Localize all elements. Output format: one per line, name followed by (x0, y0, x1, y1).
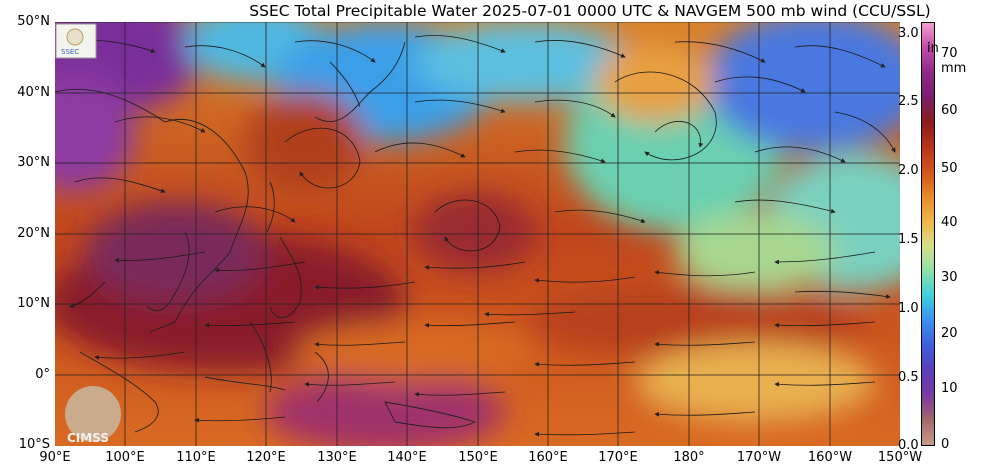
colorbar-mm-unit: mm (941, 61, 967, 76)
ssec-logo-text: SSEC (61, 48, 79, 56)
map-title: SSEC Total Precipitable Water 2025-07-01… (249, 2, 931, 20)
lat-lon-grid (55, 22, 900, 446)
ssec-logo: SSEC (55, 23, 97, 59)
colorbar-mm-tick: 0 (941, 437, 950, 452)
lon-label-160w: 160°W (807, 450, 853, 465)
lon-label-140e: 140°E (387, 450, 427, 465)
lon-label-120e: 120°E (246, 450, 286, 465)
colorbar-mm-tick: 30 (941, 270, 958, 285)
lon-label-160e: 160°E (528, 450, 568, 465)
lon-label-130e: 130°E (317, 450, 357, 465)
colorbar-inch-tick: 2.5 (898, 94, 919, 109)
lat-label-50n: 50°N (17, 14, 50, 29)
lon-label-110e: 110°E (176, 450, 216, 465)
tpw-field (55, 22, 900, 446)
colorbar-inch-tick: 3.0 (898, 26, 919, 41)
colorbar-mm-tick: 60 (941, 103, 958, 118)
lon-label-180: 180° (673, 450, 705, 465)
lon-label-150e: 150°E (458, 450, 498, 465)
lon-label-100e: 100°E (105, 450, 145, 465)
lon-label-90e: 90°E (39, 450, 71, 465)
lon-label-170w: 170°W (736, 450, 782, 465)
coastlines (55, 41, 477, 433)
cimss-logo-text: CIMSS (67, 431, 109, 445)
map-canvas: CIMSS SSEC (55, 22, 900, 446)
cimss-logo: CIMSS (65, 386, 121, 445)
lat-label-30n: 30°N (17, 155, 50, 170)
colorbar-mm-tick: 50 (941, 161, 958, 176)
colorbar-mm-tick: 70 (941, 46, 958, 61)
lon-label-170e: 170°E (598, 450, 638, 465)
colorbar-inch-tick: 0.0 (898, 438, 919, 453)
colorbar-inch-tick: 0.5 (898, 370, 919, 385)
colorbar-inch-tick: 2.0 (898, 163, 919, 178)
colorbar-mm-tick: 20 (941, 326, 958, 341)
colorbar-inch-tick: 1.5 (898, 232, 919, 247)
lat-label-40n: 40°N (17, 85, 50, 100)
precipitable-water-map[interactable]: CIMSS SSEC (55, 22, 900, 446)
lat-label-10s: 10°S (18, 437, 50, 452)
lon-label-150w: 150°W (877, 450, 923, 465)
colorbar (921, 22, 935, 446)
colorbar-mm-tick: 40 (941, 215, 958, 230)
colorbar-inch-unit: in (927, 41, 939, 56)
lat-label-0: 0° (35, 367, 50, 382)
lat-label-10n: 10°N (17, 296, 50, 311)
colorbar-inch-tick: 1.0 (898, 301, 919, 316)
lat-label-20n: 20°N (17, 226, 50, 241)
colorbar-mm-tick: 10 (941, 381, 958, 396)
